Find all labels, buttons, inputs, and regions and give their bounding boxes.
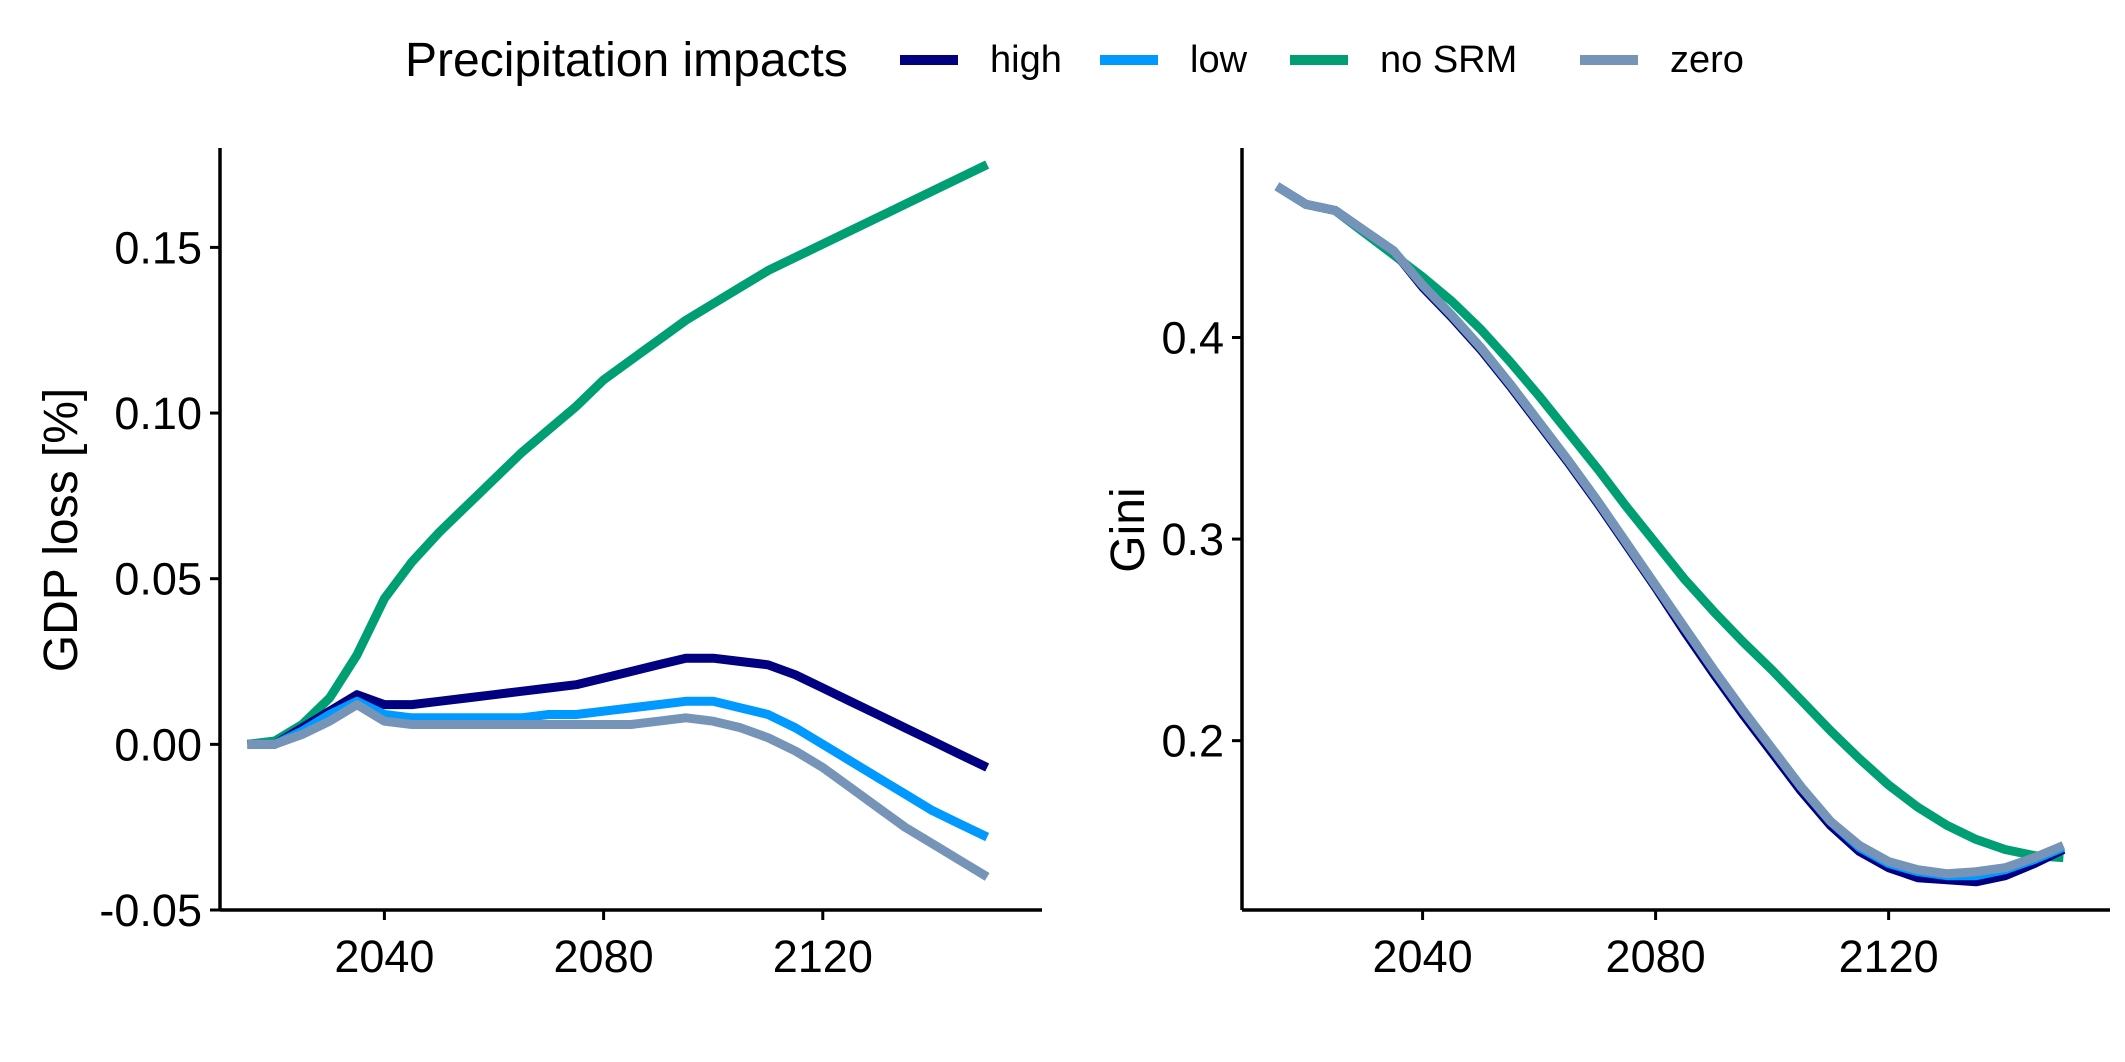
series-line-high	[247, 653, 990, 772]
legend-label-no-srm: no SRM	[1380, 39, 1517, 81]
legend-label-low: low	[1190, 39, 1248, 81]
y-tick-label: 0.3	[1161, 514, 1224, 565]
series-line-zero	[1274, 182, 2066, 879]
y-tick-label: 0.4	[1161, 312, 1224, 363]
y-tick-label: 0.00	[114, 719, 202, 770]
y-tick-label: -0.05	[99, 885, 202, 936]
x-tick-label: 2120	[773, 931, 873, 982]
gdp-loss-panel: -0.05 0.00 0.05 0.10 0.15 2040 2080 2120 GDP los…	[35, 148, 1042, 982]
x-tick-label: 2120	[1839, 931, 1939, 982]
legend: Precipitation impacts high low no SRM zero	[405, 34, 1744, 87]
y-tick-label: 0.15	[114, 222, 202, 273]
y-axis-title: Gini	[1102, 487, 1155, 572]
x-tick-label: 2040	[334, 931, 434, 982]
y-tick-label: 0.05	[114, 554, 202, 605]
x-tick-label: 2080	[554, 931, 654, 982]
y-tick-label: 0.2	[1161, 716, 1224, 767]
series-line-high	[1274, 182, 2066, 887]
y-tick-label: 0.10	[114, 388, 202, 439]
x-tick-label: 2040	[1373, 931, 1473, 982]
y-axis-title: GDP loss [%]	[35, 388, 88, 673]
series-line-low	[1274, 182, 2066, 881]
series-line-no-srm	[1274, 182, 2064, 863]
legend-label-zero: zero	[1670, 39, 1744, 81]
series-line-no-srm	[246, 160, 990, 749]
gini-panel: 0.2 0.3 0.4 2040 2080 2120 Gini	[1102, 148, 2110, 982]
legend-title: Precipitation impacts	[405, 34, 848, 87]
legend-label-high: high	[990, 39, 1062, 81]
series-line-zero	[247, 700, 990, 881]
x-tick-label: 2080	[1606, 931, 1706, 982]
